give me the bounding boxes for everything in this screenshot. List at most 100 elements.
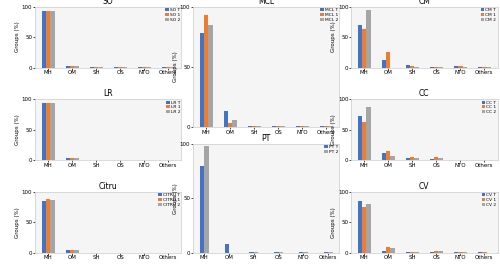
Bar <box>74 250 78 253</box>
Bar <box>410 66 414 68</box>
Bar <box>458 252 462 253</box>
Bar <box>299 252 304 253</box>
Bar <box>324 126 328 127</box>
Legend: CC T, CC 1, CC 2: CC T, CC 1, CC 2 <box>481 100 496 115</box>
Bar <box>362 29 366 68</box>
Bar <box>248 126 252 127</box>
Bar <box>228 123 232 127</box>
Bar <box>208 25 212 127</box>
Bar <box>274 252 278 253</box>
Bar <box>70 250 74 253</box>
Bar <box>434 67 438 68</box>
Bar <box>430 159 434 160</box>
Bar <box>46 11 50 68</box>
Title: MCL: MCL <box>258 0 274 6</box>
Title: SO: SO <box>103 0 114 6</box>
Bar <box>224 244 229 253</box>
Bar <box>66 250 70 253</box>
Bar <box>482 252 486 253</box>
Bar <box>438 158 443 160</box>
Bar <box>386 151 390 160</box>
Bar <box>70 158 74 160</box>
Bar <box>478 67 482 68</box>
Y-axis label: Groups (%): Groups (%) <box>332 22 336 52</box>
Bar <box>50 11 54 68</box>
Bar <box>42 201 46 253</box>
Bar <box>42 103 46 160</box>
Bar <box>406 65 410 68</box>
Bar <box>254 252 258 253</box>
Bar <box>362 207 366 253</box>
Bar <box>406 252 410 253</box>
Bar <box>434 251 438 253</box>
Y-axis label: Groups (%): Groups (%) <box>16 207 20 238</box>
Bar <box>462 67 467 68</box>
Y-axis label: Groups (%): Groups (%) <box>332 114 336 145</box>
Bar <box>224 111 228 127</box>
Bar <box>366 10 371 68</box>
Bar <box>296 126 300 127</box>
Bar <box>462 252 467 253</box>
Legend: SO T, SO 1, SO 2: SO T, SO 1, SO 2 <box>165 7 180 22</box>
Bar <box>278 252 283 253</box>
Bar <box>454 252 458 253</box>
Bar <box>276 126 280 127</box>
Bar <box>406 158 410 160</box>
Legend: CITRU T, CITRU 1, CITRU 2: CITRU T, CITRU 1, CITRU 2 <box>158 193 180 207</box>
Y-axis label: Groups (%): Groups (%) <box>174 183 178 214</box>
Bar <box>382 251 386 253</box>
Bar <box>358 201 362 253</box>
Bar <box>434 157 438 160</box>
Title: LR: LR <box>104 89 113 98</box>
Bar <box>366 106 371 160</box>
Bar <box>458 66 462 68</box>
Bar <box>272 126 276 127</box>
Bar <box>382 153 386 160</box>
Bar <box>366 204 371 253</box>
Y-axis label: Groups (%): Groups (%) <box>16 114 20 145</box>
Bar <box>300 126 304 127</box>
Bar <box>252 126 256 127</box>
Bar <box>410 157 414 160</box>
Title: PT: PT <box>262 134 271 143</box>
Bar <box>328 126 333 127</box>
Bar <box>478 252 482 253</box>
Bar <box>430 252 434 253</box>
Legend: MCL T, MCL 1, MCL 2: MCL T, MCL 1, MCL 2 <box>320 7 338 22</box>
Bar <box>200 166 204 253</box>
Bar <box>320 126 324 127</box>
Bar <box>70 66 74 68</box>
Bar <box>414 252 419 253</box>
Legend: CV T, CV 1, CV 2: CV T, CV 1, CV 2 <box>481 193 496 207</box>
Bar <box>386 247 390 253</box>
Legend: LR T, LR 1, LR 2: LR T, LR 1, LR 2 <box>166 100 180 115</box>
Bar <box>358 25 362 68</box>
Bar <box>256 126 260 127</box>
Bar <box>482 67 486 68</box>
Bar <box>232 120 236 127</box>
Bar <box>66 158 70 160</box>
Bar <box>204 15 208 127</box>
Bar <box>414 158 419 160</box>
Bar <box>430 67 434 68</box>
Bar <box>304 126 309 127</box>
Y-axis label: Groups (%): Groups (%) <box>16 22 20 52</box>
Bar <box>66 66 70 68</box>
Bar <box>358 116 362 160</box>
Bar <box>200 33 204 127</box>
Bar <box>386 52 390 68</box>
Bar <box>362 122 366 160</box>
Bar <box>328 252 333 253</box>
Title: CC: CC <box>419 89 430 98</box>
Bar <box>250 252 254 253</box>
Legend: CM T, CM 1, CM 2: CM T, CM 1, CM 2 <box>480 7 496 22</box>
Bar <box>50 103 54 160</box>
Bar <box>42 11 46 68</box>
Bar <box>50 200 54 253</box>
Bar <box>74 158 78 160</box>
Bar <box>390 156 395 160</box>
Bar <box>382 60 386 68</box>
Y-axis label: Groups (%): Groups (%) <box>174 51 178 82</box>
Title: Citru: Citru <box>99 182 117 191</box>
Y-axis label: Groups (%): Groups (%) <box>332 207 336 238</box>
